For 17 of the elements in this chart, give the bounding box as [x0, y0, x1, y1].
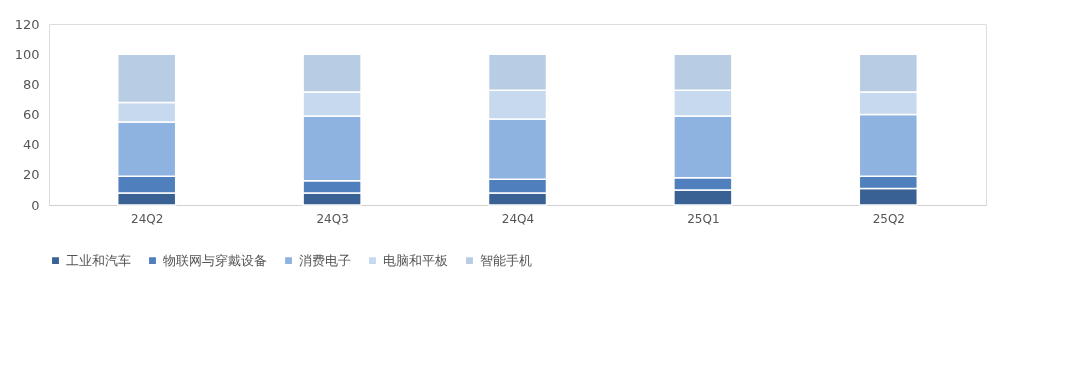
- y-tick-label: 80: [22, 76, 40, 92]
- x-tick-label: 24Q2: [131, 211, 164, 226]
- legend-label: 工业和汽车: [66, 252, 131, 268]
- x-tick-label: 24Q4: [501, 211, 535, 226]
- x-tick-label: 25Q1: [687, 211, 720, 226]
- legend-label: 智能手机: [480, 252, 532, 268]
- legend-label: 物联网与穿戴设备: [163, 252, 267, 268]
- y-tick-label: 20: [22, 167, 40, 183]
- y-tick-label: 120: [14, 16, 40, 32]
- x-tick-label: 24Q3: [316, 211, 349, 226]
- y-tick-label: 60: [22, 107, 40, 122]
- x-tick-label: 25Q2: [872, 211, 905, 226]
- y-tick-label: 40: [22, 137, 40, 153]
- y-tick-label: 100: [14, 46, 40, 62]
- legend-label: 消费电子: [299, 252, 351, 268]
- y-tick-label: 0: [31, 197, 40, 213]
- legend-label: 电脑和平板: [383, 252, 448, 268]
